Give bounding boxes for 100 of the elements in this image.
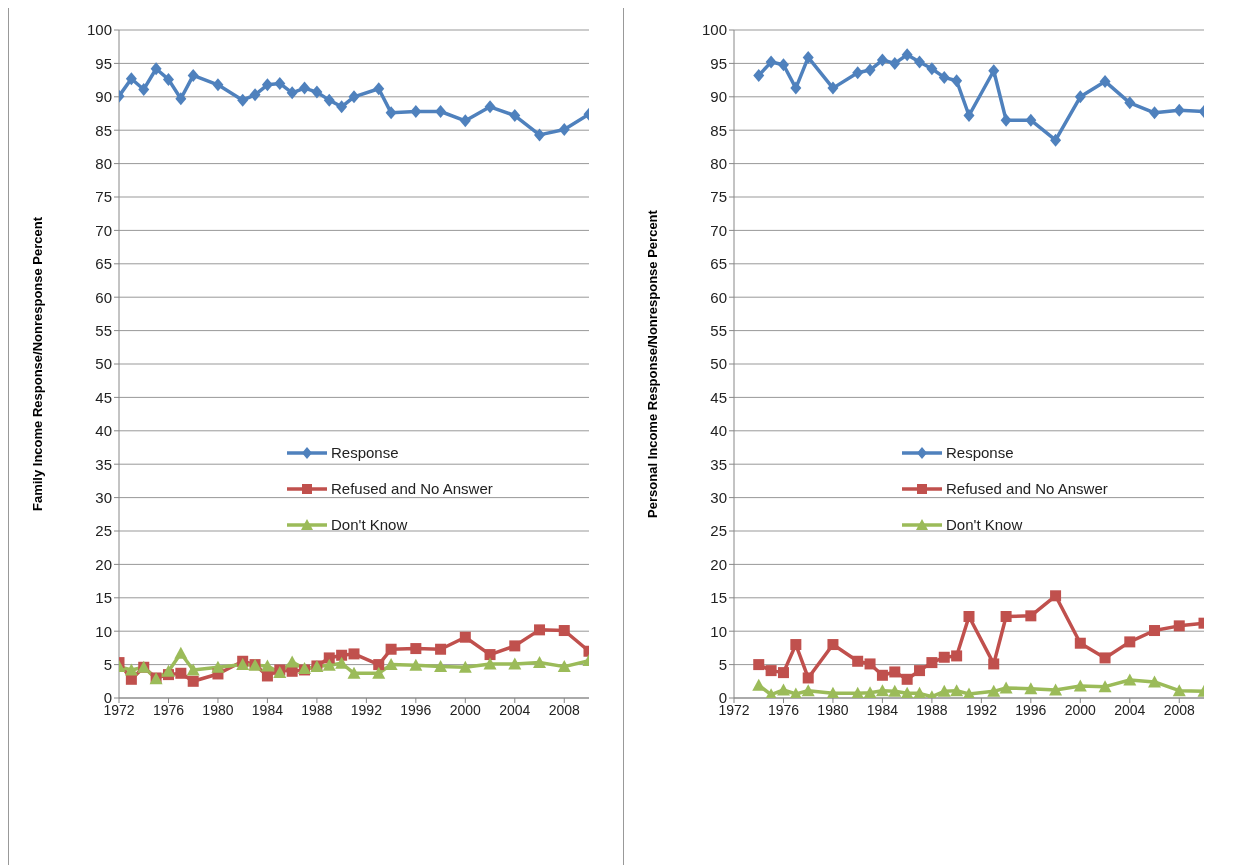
point [988,64,1000,78]
point [1050,590,1062,602]
point [285,655,299,668]
x-tick-label: 1984 [866,701,899,718]
point [1124,96,1136,110]
y-axis-title: Family Income Response/Nonresponse Percent [29,216,45,512]
y-tick-label: 10 [95,622,112,640]
point [384,658,398,671]
y-tick-label: 50 [95,355,112,373]
point [508,657,522,670]
point [435,643,447,655]
point [261,670,273,682]
point [777,667,789,679]
point [336,649,348,661]
y-tick-label: 85 [710,121,727,139]
point [914,665,926,677]
y-tick-label: 85 [95,121,112,139]
point [1173,620,1185,632]
point [187,68,199,82]
x-tick-label: 1980 [817,701,849,718]
legend-label: Don't Know [946,516,1023,533]
y-tick-label: 60 [95,288,112,306]
point [124,663,138,676]
point [323,93,335,107]
point [1073,679,1087,692]
y-tick-label: 90 [95,88,112,106]
point [409,658,423,671]
x-tick-label: 1980 [202,701,234,718]
point [913,686,927,698]
y-tick-label: 70 [710,221,727,239]
point [752,678,766,691]
legend-label: Refused and No Answer [331,480,493,497]
y-tick-label: 70 [95,221,112,239]
point [175,92,187,106]
y-tick-label: 75 [95,188,112,206]
y-tick-label: 60 [710,288,727,306]
y-tick-label: 80 [710,154,727,172]
point [999,681,1013,694]
y-tick-label: 95 [95,54,112,72]
y-tick-label: 45 [710,388,727,406]
point [914,55,926,69]
point [212,78,224,92]
point [938,651,950,663]
x-tick-label: 1996 [400,701,432,718]
point [174,646,188,659]
point [249,88,261,102]
point [826,686,840,698]
y-tick-label: 75 [710,188,727,206]
point [299,81,311,95]
legend-label: Response [946,444,1014,461]
x-tick-label: 1992 [965,701,998,718]
point [963,611,975,622]
point [186,663,200,676]
point [765,665,777,677]
point [558,625,570,637]
point [901,48,913,62]
point [125,72,137,86]
point [951,650,963,662]
point [938,70,950,84]
point [483,657,497,670]
point [926,62,938,76]
point [236,658,250,671]
point [237,93,249,107]
point [852,66,864,80]
point [864,658,876,670]
point [274,76,286,90]
point [852,655,864,667]
point [851,686,865,698]
point [484,100,496,114]
point [1148,675,1162,688]
point [458,660,472,673]
point [963,109,975,122]
x-tick-label: 1976 [152,701,185,718]
point [1000,113,1012,127]
point [459,114,471,128]
x-tick-label: 2004 [499,701,531,718]
point [534,128,546,142]
point [901,673,913,685]
point [286,86,298,100]
point [1124,636,1136,648]
y-tick-label: 100 [86,21,112,39]
point [260,659,274,672]
point [1050,133,1062,147]
y-tick-label: 30 [95,488,112,506]
y-tick-label: 45 [95,388,112,406]
point [459,631,471,643]
point [889,56,901,70]
y-tick-label: 10 [710,622,727,640]
legend-label: Refused and No Answer [946,480,1108,497]
point [988,658,1000,670]
y-tick-label: 95 [710,54,727,72]
point [1098,680,1112,693]
y-tick-label: 5 [718,655,727,673]
y-tick-label: 65 [95,255,112,273]
point [323,652,335,664]
x-tick-label: 1988 [301,701,333,718]
y-tick-label: 55 [710,321,727,339]
point [187,675,199,687]
point [987,684,1001,697]
y-tick-label: 25 [710,522,727,540]
